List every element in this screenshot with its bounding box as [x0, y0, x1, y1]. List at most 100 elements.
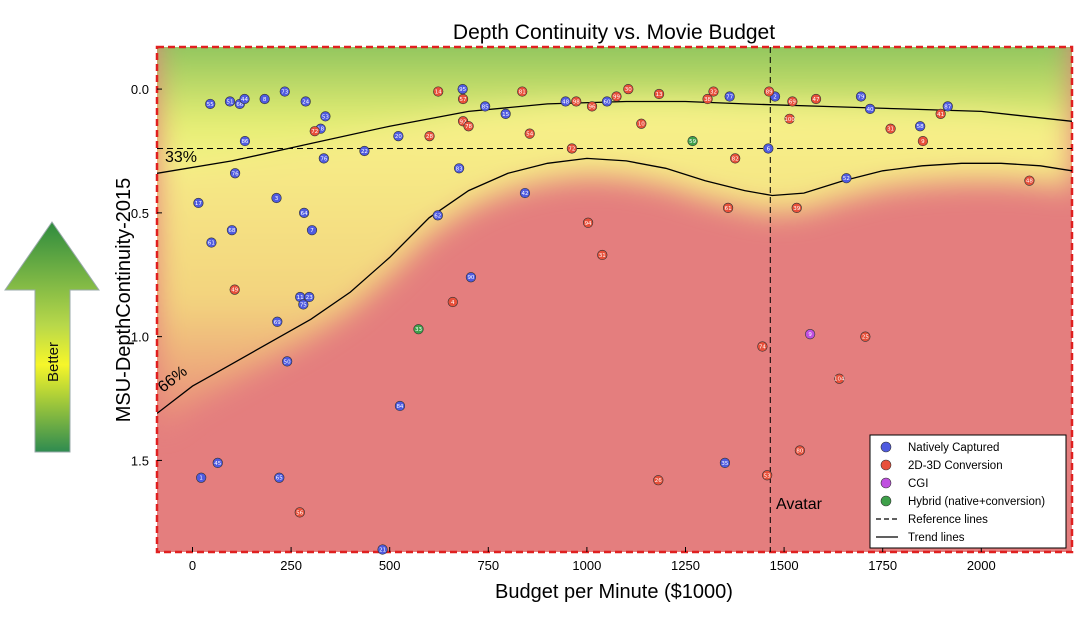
point-marker — [653, 475, 664, 486]
point-marker — [560, 96, 571, 107]
point-marker — [193, 197, 204, 209]
data-point-natively-captured: 8 — [259, 93, 270, 105]
point-label: 100 — [784, 117, 795, 123]
x-tick-label: 2000 — [967, 558, 996, 573]
point-marker — [791, 202, 802, 214]
point-label: 76 — [232, 171, 239, 177]
data-point-natively-captured: 45 — [212, 457, 223, 468]
data-point-natively-captured: 86 — [239, 135, 251, 147]
y-axis-title: MSU-DepthContinuity-2015 — [113, 178, 135, 423]
data-point-2d-3d-conversion: 47 — [810, 93, 822, 105]
point-label: 50 — [284, 359, 291, 365]
point-label: 4 — [451, 300, 455, 306]
point-label: 30 — [625, 87, 632, 93]
point-label: 17 — [195, 201, 202, 207]
point-label: 22 — [361, 149, 368, 155]
point-marker — [524, 128, 535, 139]
point-marker — [601, 96, 613, 107]
point-marker — [457, 83, 468, 95]
point-label: 74 — [759, 345, 766, 351]
point-marker — [454, 163, 465, 174]
legend-item: Trend lines — [876, 532, 965, 544]
point-marker — [834, 373, 845, 384]
data-point-natively-captured: 95 — [457, 83, 468, 95]
point-label: 38 — [704, 97, 711, 103]
data-point-2d-3d-conversion: 104 — [834, 373, 845, 384]
data-point-natively-captured: 17 — [193, 197, 204, 209]
point-label: 79 — [857, 95, 864, 101]
point-marker — [500, 108, 511, 119]
point-label: 96 — [589, 104, 596, 110]
point-label: 57 — [460, 97, 467, 103]
point-label: 69 — [274, 320, 281, 326]
point-marker — [300, 96, 311, 107]
point-label: 32 — [710, 90, 717, 96]
point-label: 39 — [793, 206, 800, 212]
data-point-hybrid-native-conversion: 59 — [687, 135, 698, 147]
point-label: 61 — [725, 206, 732, 212]
point-label: 55 — [207, 102, 214, 108]
point-label: 21 — [379, 548, 386, 554]
legend-label: Reference lines — [908, 514, 988, 526]
data-point-natively-captured: 76 — [318, 153, 329, 164]
point-marker — [730, 153, 741, 164]
data-point-2d-3d-conversion: 31 — [597, 249, 608, 261]
point-marker — [611, 91, 622, 102]
point-marker — [463, 121, 474, 132]
legend-marker — [880, 495, 892, 507]
point-marker — [377, 544, 388, 555]
point-marker — [413, 324, 424, 335]
data-point-2d-3d-conversion: 80 — [794, 445, 805, 456]
x-tick-label: 1000 — [572, 558, 601, 573]
point-marker — [212, 457, 223, 468]
data-point-2d-3d-conversion: 72 — [309, 126, 320, 137]
data-point-natively-captured: 40 — [864, 103, 876, 114]
point-label: 65 — [276, 476, 283, 482]
point-label: 14 — [435, 90, 442, 96]
x-axis-title: Budget per Minute ($1000) — [495, 581, 733, 603]
point-label: 53 — [764, 473, 771, 479]
data-point-2d-3d-conversion: 82 — [730, 153, 741, 164]
point-label: 61 — [208, 241, 215, 247]
x-tick-label: 500 — [379, 558, 401, 573]
point-label: 8 — [263, 97, 267, 103]
point-marker — [224, 96, 236, 107]
data-point-2d-3d-conversion: 48 — [1024, 175, 1035, 186]
point-label: 68 — [228, 228, 235, 234]
point-marker — [294, 507, 305, 518]
point-label: 2 — [773, 95, 777, 101]
point-marker — [805, 329, 816, 340]
data-point-natively-captured: 68 — [226, 225, 238, 236]
point-marker — [298, 299, 309, 310]
x-tick-label: 1500 — [770, 558, 799, 573]
plot-frame — [155, 45, 1074, 554]
legend-item: Reference lines — [876, 514, 988, 526]
data-point-natively-captured: 60 — [601, 96, 613, 107]
data-point-2d-3d-conversion: 9 — [917, 135, 929, 147]
point-marker — [229, 168, 241, 179]
data-point-natively-captured: 52 — [841, 173, 852, 184]
point-marker — [309, 126, 320, 137]
data-point-natively-captured: 20 — [393, 131, 404, 142]
point-label: 92 — [460, 119, 467, 125]
point-marker — [306, 225, 318, 236]
point-marker — [623, 83, 634, 95]
point-label: 75 — [300, 302, 307, 308]
point-label: 98 — [573, 99, 580, 105]
chart-title: Depth Continuity vs. Movie Budget — [453, 21, 775, 44]
point-label: 54 — [526, 132, 533, 138]
point-label: 94 — [585, 221, 592, 227]
x-tick-label: 1750 — [868, 558, 897, 573]
point-label: 9 — [808, 332, 812, 338]
point-label: 76 — [320, 156, 327, 162]
point-marker — [636, 118, 647, 129]
legend-label: 2D-3D Conversion — [908, 460, 1003, 472]
point-label: 66 — [236, 102, 243, 108]
data-point-natively-captured: 24 — [300, 96, 311, 107]
point-label: 7 — [310, 228, 314, 234]
x-tick-label: 250 — [280, 558, 302, 573]
data-point-natively-captured: 76 — [229, 168, 241, 179]
data-point-natively-captured: 15 — [500, 108, 511, 119]
data-point-2d-3d-conversion: 89 — [764, 86, 775, 97]
point-label: 11 — [297, 295, 304, 301]
